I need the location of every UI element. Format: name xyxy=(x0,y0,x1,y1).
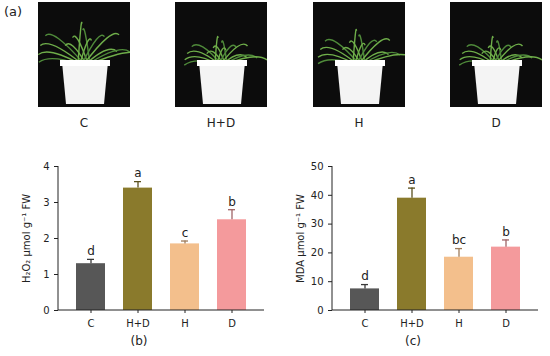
svg-text:C: C xyxy=(362,318,369,329)
svg-text:H+D: H+D xyxy=(400,318,424,329)
svg-text:1: 1 xyxy=(43,269,49,280)
svg-text:H: H xyxy=(455,318,463,329)
svg-text:H₂O₂ μmol g⁻¹ FW: H₂O₂ μmol g⁻¹ FW xyxy=(21,194,32,283)
svg-text:a: a xyxy=(134,166,141,180)
svg-text:2: 2 xyxy=(43,233,49,244)
svg-text:0: 0 xyxy=(43,305,49,316)
svg-text:d: d xyxy=(361,269,369,283)
svg-text:10: 10 xyxy=(311,276,324,287)
svg-text:4: 4 xyxy=(43,161,49,172)
svg-text:30: 30 xyxy=(311,218,324,229)
svg-text:0: 0 xyxy=(317,305,323,316)
html-text:(c): (c) xyxy=(405,334,421,348)
svg-text:a: a xyxy=(408,173,415,187)
svg-text:C: C xyxy=(88,318,95,329)
svg-text:d: d xyxy=(87,244,95,258)
svg-text:20: 20 xyxy=(311,247,324,258)
svg-text:40: 40 xyxy=(311,190,324,201)
svg-text:MDA μmol g⁻¹ FW: MDA μmol g⁻¹ FW xyxy=(295,194,306,283)
html-text:(a): (a) xyxy=(4,4,23,19)
html-text:H: H xyxy=(354,116,364,130)
svg-text:b: b xyxy=(502,225,510,239)
svg-text:H: H xyxy=(181,318,189,329)
svg-text:b: b xyxy=(228,195,236,209)
svg-text:50: 50 xyxy=(311,161,324,172)
svg-text:bc: bc xyxy=(452,233,466,247)
html-text:H+D: H+D xyxy=(206,116,236,130)
svg-text:D: D xyxy=(502,318,510,329)
svg-text:c: c xyxy=(182,226,189,240)
svg-text:3: 3 xyxy=(43,197,49,208)
html-text:D: D xyxy=(491,116,501,130)
svg-text:H+D: H+D xyxy=(126,318,150,329)
svg-text:D: D xyxy=(228,318,236,329)
html-text:C: C xyxy=(79,116,89,130)
html-text:(b): (b) xyxy=(130,334,148,348)
